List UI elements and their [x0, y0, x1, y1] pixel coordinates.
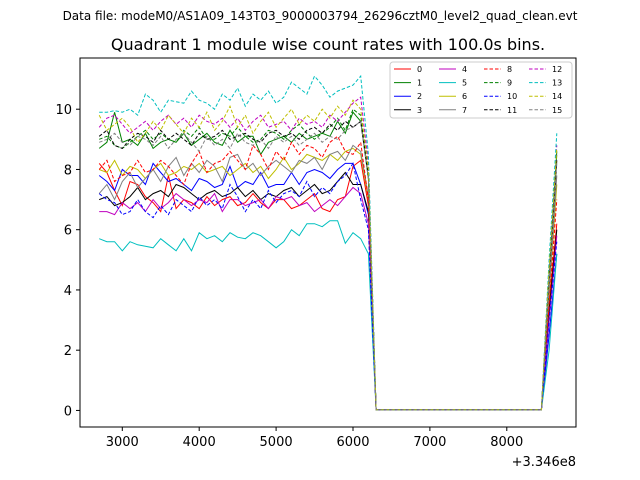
- legend-label-5: 5: [462, 79, 467, 88]
- legend-label-6: 6: [462, 92, 467, 101]
- series-line-8: [98, 135, 558, 411]
- series-line-11: [98, 120, 558, 411]
- x-tick-label: 3000: [106, 435, 139, 450]
- series-line-6: [99, 147, 558, 411]
- x-axis: 3000 4000 5000 6000 7000 8000: [106, 427, 523, 450]
- y-tick-label: 8: [64, 163, 72, 178]
- x-offset-label: +3.346e8: [512, 455, 576, 470]
- series-line-5: [99, 220, 558, 411]
- legend-label-14: 14: [552, 92, 562, 101]
- series-line-3: [99, 171, 558, 411]
- legend-label-4: 4: [462, 65, 467, 74]
- legend-label-2: 2: [417, 92, 422, 101]
- x-tick-label: 5000: [260, 435, 293, 450]
- series-line-15: [99, 120, 558, 411]
- series-line-4: [99, 186, 558, 411]
- x-tick-label: 8000: [490, 435, 523, 450]
- legend-label-9: 9: [507, 79, 512, 88]
- legend-box: [389, 61, 573, 119]
- y-tick-label: 6: [64, 224, 72, 239]
- chart-title: Quadrant 1 module wise count rates with …: [111, 35, 545, 54]
- y-tick-label: 2: [64, 344, 72, 359]
- series-line-0: [98, 159, 558, 411]
- series-line-14: [98, 99, 558, 411]
- figure-suptitle: Data file: modeM0/AS1A09_143T03_90000037…: [63, 9, 578, 23]
- x-tick-label: 6000: [336, 435, 369, 450]
- legend-label-12: 12: [552, 65, 562, 74]
- series-line-1: [98, 111, 558, 411]
- legend-label-7: 7: [462, 106, 467, 115]
- y-tick-label: 0: [64, 404, 72, 419]
- y-tick-label: 4: [64, 284, 72, 299]
- plot-frame: [79, 57, 577, 428]
- legend-label-13: 13: [552, 79, 562, 88]
- legend-label-0: 0: [417, 65, 422, 74]
- series-line-9: [99, 108, 558, 411]
- series-line-12: [98, 96, 558, 411]
- y-tick-label: 10: [55, 103, 72, 118]
- x-tick-label: 7000: [413, 435, 446, 450]
- series-line-7: [98, 144, 558, 411]
- series-layer: [98, 74, 558, 411]
- legend-label-15: 15: [552, 106, 562, 115]
- series-line-13: [99, 74, 558, 411]
- legend-label-3: 3: [417, 106, 422, 115]
- x-tick-label: 4000: [183, 435, 216, 450]
- legend-label-11: 11: [507, 106, 517, 115]
- y-axis: 0 2 4 6 8 10: [55, 103, 80, 419]
- legend-label-8: 8: [507, 65, 512, 74]
- legend-label-1: 1: [417, 79, 422, 88]
- legend-label-10: 10: [507, 92, 517, 101]
- series-line-10: [98, 162, 558, 411]
- series-line-2: [98, 162, 558, 411]
